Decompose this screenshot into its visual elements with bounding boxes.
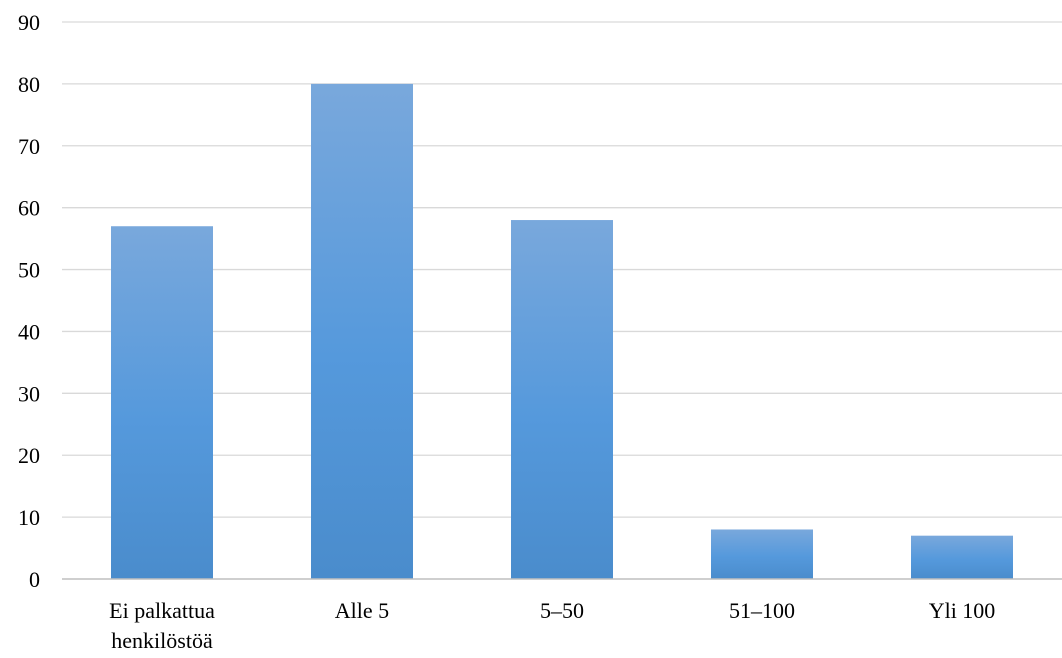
x-tick-label: Ei palkattua (109, 598, 215, 623)
y-tick-label: 90 (18, 10, 40, 35)
bar (511, 220, 613, 580)
y-tick-label: 40 (18, 319, 40, 344)
x-tick-label: 51–100 (729, 598, 795, 623)
x-tick-label: henkilöstöä (111, 628, 213, 653)
bar (111, 226, 213, 579)
y-tick-label: 30 (18, 381, 40, 406)
y-tick-label: 20 (18, 443, 40, 468)
y-tick-label: 10 (18, 505, 40, 530)
bar (711, 529, 813, 579)
y-tick-label: 60 (18, 196, 40, 221)
bars (111, 83, 1013, 580)
y-tick-label: 70 (18, 134, 40, 159)
x-tick-label: 5–50 (540, 598, 584, 623)
y-axis-tick-labels: 0 10 20 30 40 50 60 70 80 90 (18, 10, 40, 592)
y-tick-label: 80 (18, 72, 40, 97)
x-tick-label: Alle 5 (335, 598, 389, 623)
bar (911, 535, 1013, 579)
x-axis-tick-labels: Ei palkattua henkilöstöä Alle 5 5–50 51–100 Y… (109, 598, 995, 653)
bar (311, 83, 413, 579)
y-tick-label: 50 (18, 258, 40, 283)
y-tick-label: 0 (29, 567, 40, 592)
x-tick-label: Yli 100 (929, 598, 996, 623)
